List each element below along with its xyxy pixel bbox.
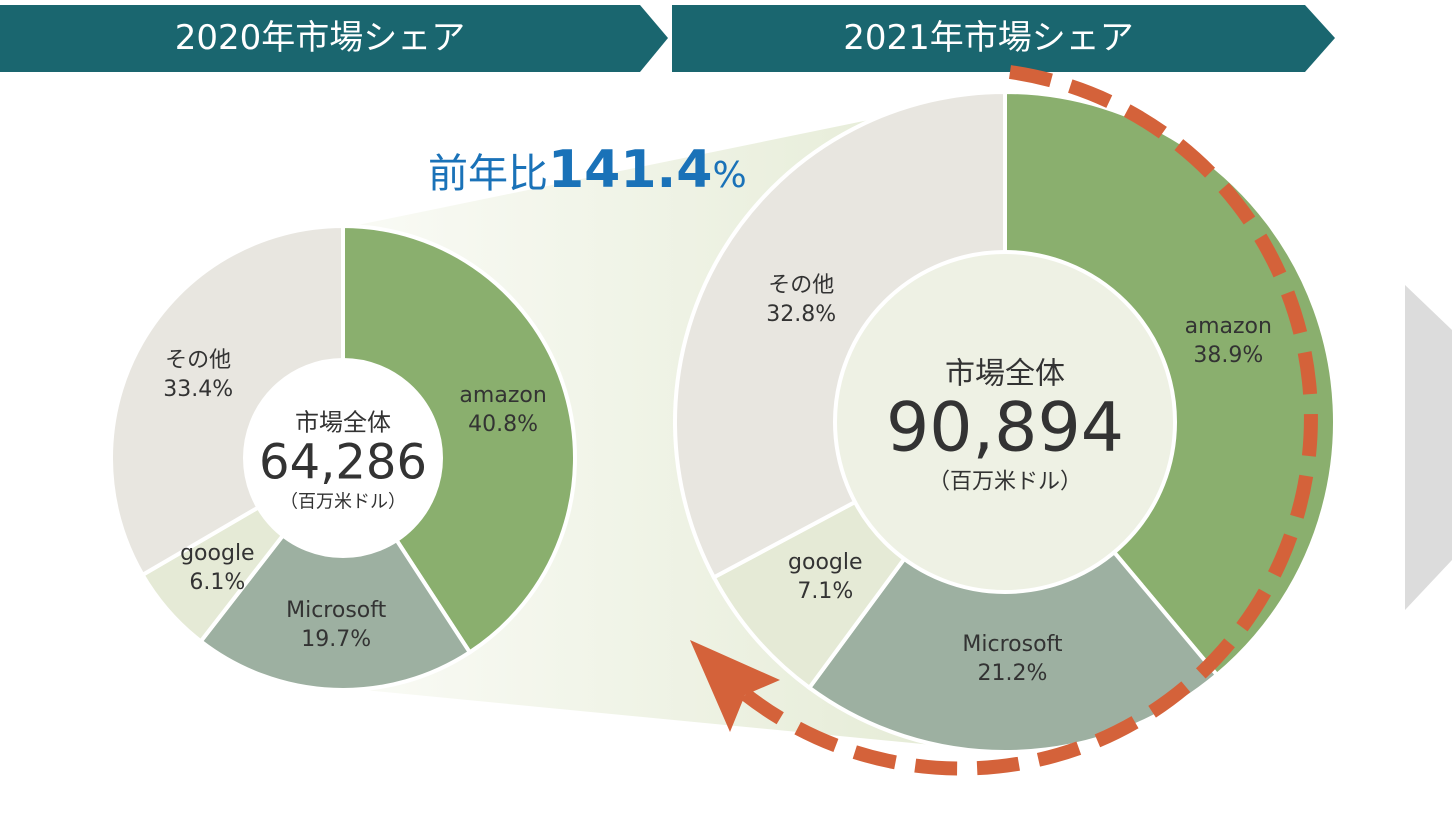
center-hole [833, 250, 1177, 594]
slice-label: google 6.1% [162, 539, 272, 597]
value-label: 38.9% [1193, 342, 1264, 368]
value-label: 32.8% [766, 301, 837, 327]
value-label: 33.4% [163, 376, 234, 402]
category: その他 [165, 347, 232, 373]
header: 2020年市場シェア [174, 18, 466, 58]
slice-label: Microsoft 19.7% [281, 596, 391, 654]
value-label: 21.2% [977, 661, 1048, 687]
growth-label: 前年比 [428, 151, 548, 197]
center: 市場全体 90,894 （百万米ドル） [886, 348, 1124, 495]
total-unit: （百万米ドル） [927, 469, 1082, 495]
growth-unit: % [712, 155, 747, 196]
center: 市場全体 64,286 （百万米ドル） [259, 402, 427, 513]
growth-value: 141.4 [548, 140, 713, 200]
value-label: 19.7% [301, 626, 372, 652]
slice-label: その他 33.4% [143, 346, 253, 404]
total: 90,894 [886, 388, 1124, 468]
category: amazon [459, 383, 547, 409]
total: 64,286 [259, 434, 427, 491]
slice-label: amazon 38.9% [1173, 312, 1283, 370]
center-title: 市場全体 [294, 408, 391, 437]
category: Microsoft [286, 597, 387, 623]
slice-label: その他 32.8% [746, 271, 856, 329]
value-label: 7.1% [797, 579, 854, 605]
category: google [788, 550, 863, 576]
next-arrow [1405, 285, 1452, 610]
category: その他 [768, 272, 835, 298]
header-arrow [672, 5, 1335, 72]
header-arrow [0, 5, 668, 72]
center-hole [243, 358, 443, 558]
center-title: 市場全体 [945, 356, 1065, 392]
slice-label: Microsoft 21.2% [957, 630, 1067, 688]
category: Microsoft [962, 632, 1063, 658]
value-label: 40.8% [468, 412, 539, 438]
category: google [180, 541, 255, 567]
growth: 前年比141.4% [428, 140, 747, 200]
growth-arc [735, 65, 1318, 776]
category: amazon [1184, 313, 1272, 339]
header: 2021年市場シェア [843, 18, 1134, 58]
total-unit: （百万米ドル） [279, 491, 406, 513]
slice-label: google 7.1% [770, 548, 880, 606]
arrow-head [690, 640, 780, 732]
slice [197, 454, 473, 692]
slice-label: amazon 40.8% [448, 381, 558, 439]
value-label: 6.1% [189, 570, 246, 596]
